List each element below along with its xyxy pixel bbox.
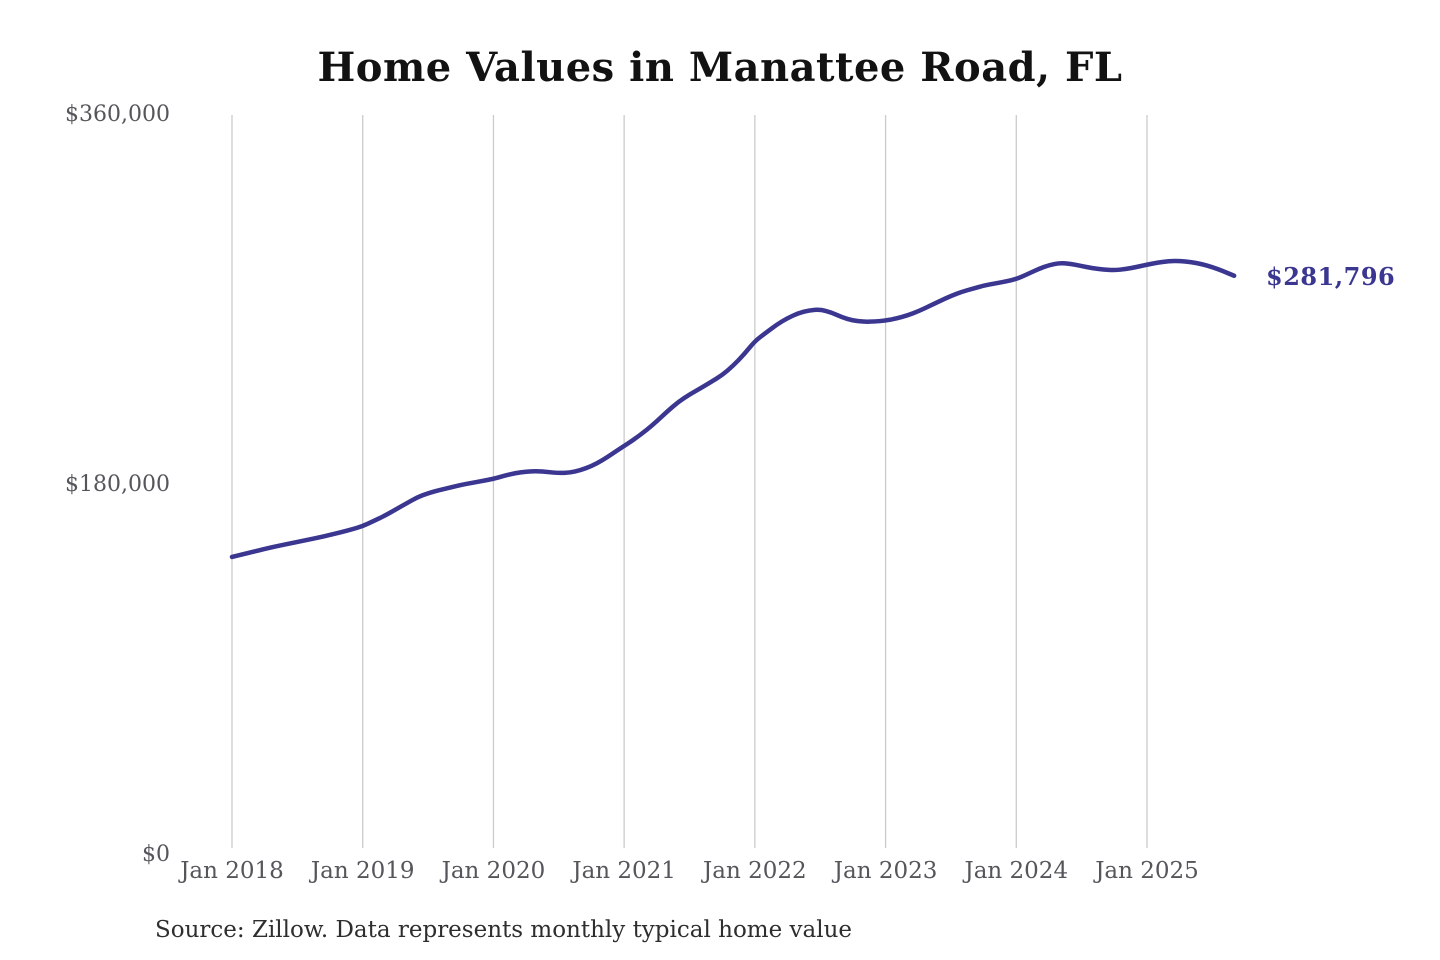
x-axis-label: Jan 2018 [180, 858, 284, 884]
x-axis-label: Jan 2024 [964, 858, 1069, 884]
y-axis-label: $360,000 [65, 102, 170, 127]
y-axis-label: $180,000 [65, 472, 170, 497]
x-axis-label: Jan 2020 [441, 858, 546, 884]
x-axis-label: Jan 2023 [833, 858, 938, 884]
x-axis-label: Jan 2021 [572, 858, 676, 884]
chart-title: Home Values in Manattee Road, FL [317, 44, 1123, 91]
vertical-gridlines [231, 115, 1148, 848]
home-value-line [229, 258, 1237, 560]
end-value-label: $281,796 [1266, 261, 1396, 291]
source-note: Source: Zillow. Data represents monthly … [155, 917, 853, 943]
x-axis-label: Jan 2019 [310, 858, 415, 884]
y-axis-label: $0 [142, 842, 170, 867]
x-axis-label: Jan 2022 [703, 858, 807, 884]
x-axis-label: Jan 2025 [1095, 858, 1199, 884]
